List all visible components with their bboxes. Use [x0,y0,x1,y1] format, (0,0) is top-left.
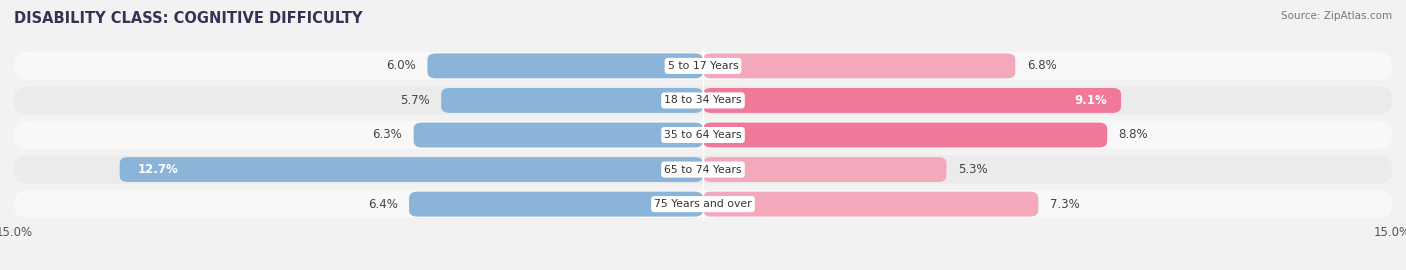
Text: 5 to 17 Years: 5 to 17 Years [668,61,738,71]
Text: 6.0%: 6.0% [387,59,416,72]
FancyBboxPatch shape [413,123,703,147]
Text: 35 to 64 Years: 35 to 64 Years [664,130,742,140]
FancyBboxPatch shape [703,53,1015,78]
Text: 75 Years and over: 75 Years and over [654,199,752,209]
FancyBboxPatch shape [441,88,703,113]
FancyBboxPatch shape [703,88,1121,113]
FancyBboxPatch shape [703,157,946,182]
Text: 6.3%: 6.3% [373,129,402,141]
FancyBboxPatch shape [703,192,1038,217]
FancyBboxPatch shape [120,157,703,182]
Text: Source: ZipAtlas.com: Source: ZipAtlas.com [1281,11,1392,21]
FancyBboxPatch shape [409,192,703,217]
Text: 6.8%: 6.8% [1026,59,1056,72]
FancyBboxPatch shape [703,123,1107,147]
Text: 7.3%: 7.3% [1050,198,1080,211]
Text: 5.7%: 5.7% [399,94,430,107]
Text: DISABILITY CLASS: COGNITIVE DIFFICULTY: DISABILITY CLASS: COGNITIVE DIFFICULTY [14,11,363,26]
FancyBboxPatch shape [14,156,1392,184]
FancyBboxPatch shape [14,121,1392,149]
Text: 6.4%: 6.4% [368,198,398,211]
Text: 8.8%: 8.8% [1119,129,1149,141]
FancyBboxPatch shape [14,190,1392,218]
Text: 12.7%: 12.7% [138,163,179,176]
Text: 5.3%: 5.3% [957,163,987,176]
FancyBboxPatch shape [14,86,1392,114]
Text: 9.1%: 9.1% [1074,94,1107,107]
Text: 18 to 34 Years: 18 to 34 Years [664,95,742,106]
Text: 65 to 74 Years: 65 to 74 Years [664,164,742,175]
FancyBboxPatch shape [427,53,703,78]
FancyBboxPatch shape [14,52,1392,80]
